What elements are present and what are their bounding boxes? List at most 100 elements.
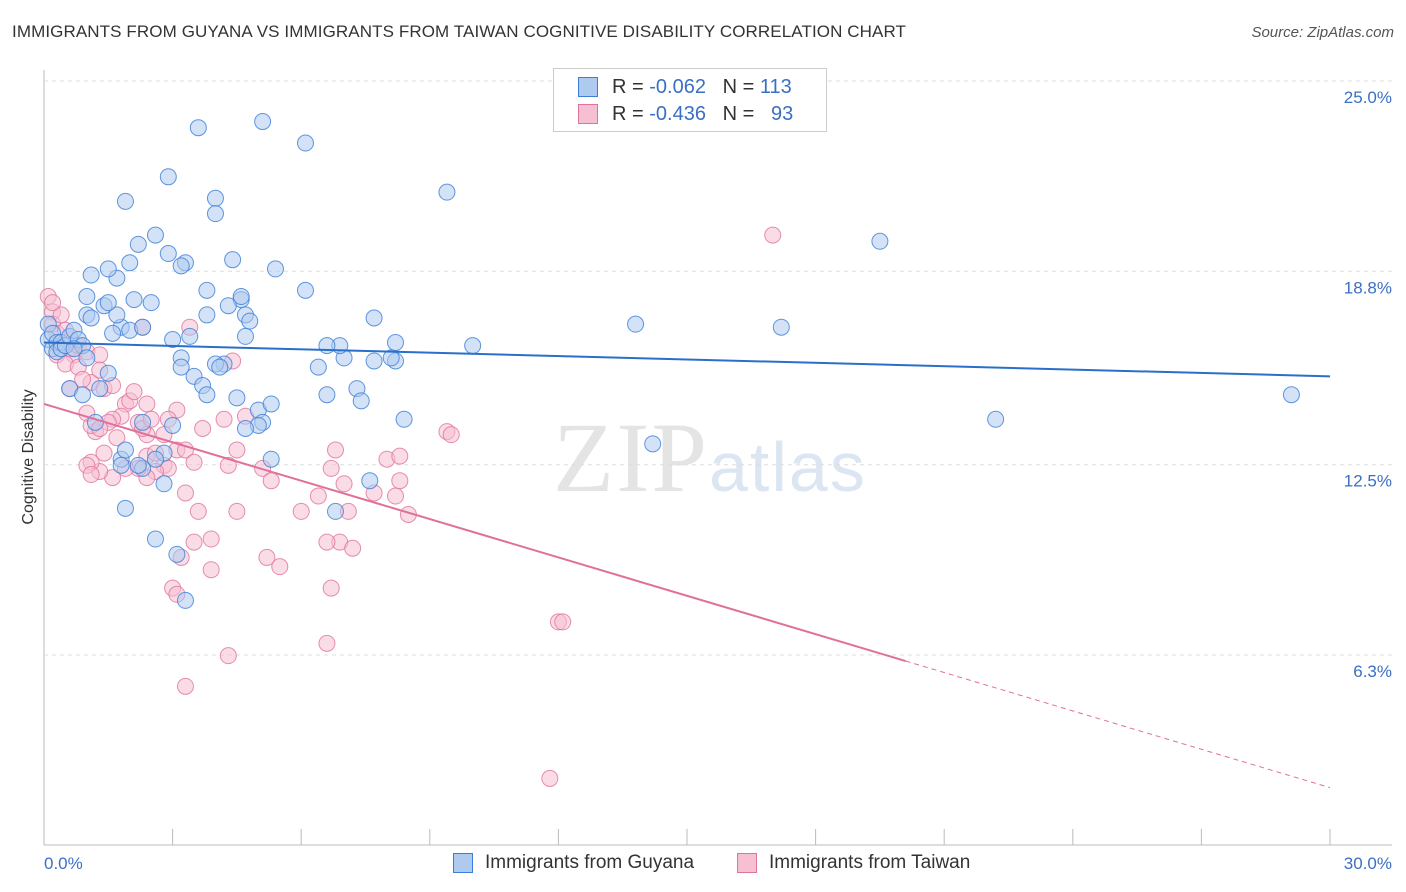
guyana-point xyxy=(121,254,139,272)
taiwan-swatch xyxy=(578,104,598,124)
guyana-point xyxy=(464,337,482,355)
guyana-point xyxy=(198,386,216,404)
guyana-point xyxy=(318,337,336,355)
guyana-point xyxy=(361,472,379,490)
guyana-point xyxy=(772,318,790,336)
series-legend: Immigrants from Guyana Immigrants from T… xyxy=(0,852,1406,878)
guyana-point xyxy=(236,420,254,438)
guyana-point xyxy=(318,386,336,404)
guyana-point xyxy=(1282,386,1300,404)
guyana-point xyxy=(198,281,216,299)
guyana-point xyxy=(99,294,117,312)
taiwan-point xyxy=(44,294,62,312)
taiwan-point xyxy=(318,533,336,551)
guyana-point xyxy=(241,312,259,330)
guyana-point xyxy=(159,245,177,263)
guyana-point xyxy=(91,380,109,398)
taiwan-point xyxy=(391,447,409,465)
guyana-point xyxy=(65,340,83,358)
taiwan-point xyxy=(442,426,460,444)
guyana-point xyxy=(78,349,96,367)
guyana-point xyxy=(125,291,143,309)
guyana-point xyxy=(365,352,383,370)
guyana-n-value: 113 xyxy=(759,75,792,98)
guyana-point xyxy=(164,330,182,348)
guyana-n-label: N = xyxy=(722,75,755,98)
taiwan-point xyxy=(202,561,220,579)
guyana-point xyxy=(352,392,370,410)
watermark-zip: ZIP xyxy=(553,402,709,513)
guyana-point xyxy=(224,251,242,269)
legend-row-taiwan: R = -0.436 N = 93 xyxy=(578,102,793,126)
guyana-point xyxy=(296,281,314,299)
taiwan-point xyxy=(82,466,100,484)
guyana-point xyxy=(438,183,456,201)
taiwan-r-value: -0.436 xyxy=(649,102,706,125)
taiwan-point xyxy=(219,647,237,665)
taiwan-point xyxy=(108,429,126,447)
y-tick-label: 18.8% xyxy=(1344,278,1392,297)
guyana-point xyxy=(129,235,147,253)
guyana-point xyxy=(146,450,164,468)
legend-row-guyana: R = -0.062 N = 113 xyxy=(578,75,792,99)
guyana-point xyxy=(168,545,186,563)
taiwan-point xyxy=(387,487,405,505)
taiwan-point xyxy=(344,539,362,557)
watermark-atlas: atlas xyxy=(709,428,867,506)
taiwan-point xyxy=(322,459,340,477)
taiwan-point xyxy=(95,444,113,462)
taiwan-point xyxy=(176,677,194,695)
guyana-point xyxy=(262,450,280,468)
taiwan-point xyxy=(318,634,336,652)
guyana-point xyxy=(172,257,190,275)
guyana-point xyxy=(129,456,147,474)
taiwan-n-value: 93 xyxy=(771,102,794,125)
taiwan-point xyxy=(176,484,194,502)
taiwan-point xyxy=(228,502,246,520)
taiwan-point xyxy=(185,533,203,551)
taiwan-point xyxy=(228,441,246,459)
guyana-point xyxy=(159,168,177,186)
taiwan-point xyxy=(391,472,409,490)
y-tick-label: 6.3% xyxy=(1353,662,1392,681)
guyana-point xyxy=(236,327,254,345)
x-tick-label: 0.0% xyxy=(44,854,83,873)
series-legend-taiwan: Immigrants from Taiwan xyxy=(737,852,970,874)
y-tick-label: 25.0% xyxy=(1344,88,1392,107)
guyana-point xyxy=(206,189,224,207)
guyana-point xyxy=(198,306,216,324)
taiwan-n-label: N = xyxy=(722,102,755,125)
guyana-point xyxy=(326,502,344,520)
guyana-point xyxy=(266,260,284,278)
guyana-point xyxy=(74,386,92,404)
guyana-point xyxy=(987,410,1005,428)
taiwan-point xyxy=(52,306,70,324)
source-label: Source: ZipAtlas.com xyxy=(1251,24,1394,41)
guyana-trend-line xyxy=(43,341,1331,378)
guyana-point xyxy=(176,591,194,609)
guyana-point xyxy=(387,334,405,352)
guyana-point xyxy=(116,441,134,459)
guyana-swatch xyxy=(578,77,598,97)
guyana-r-value: -0.062 xyxy=(649,75,706,98)
taiwan-r-label: R = xyxy=(612,102,644,125)
taiwan-point xyxy=(326,441,344,459)
guyana-point xyxy=(146,530,164,548)
guyana-point xyxy=(228,389,246,407)
guyana-point xyxy=(296,134,314,152)
taiwan-point xyxy=(219,456,237,474)
guyana-point xyxy=(164,416,182,434)
guyana-point xyxy=(627,315,645,333)
guyana-point xyxy=(82,309,100,327)
x-tick-label: 30.0% xyxy=(1344,854,1392,873)
taiwan-trend-line xyxy=(43,402,906,662)
taiwan-point xyxy=(194,420,212,438)
guyana-point xyxy=(382,349,400,367)
watermark: ZIPatlas xyxy=(553,400,867,515)
guyana-point xyxy=(155,475,173,493)
guyana-point xyxy=(78,288,96,306)
taiwan-point xyxy=(202,530,220,548)
guyana-point xyxy=(108,306,126,324)
correlation-legend: R = -0.062 N = 113 R = -0.436 N = 93 xyxy=(553,68,827,132)
